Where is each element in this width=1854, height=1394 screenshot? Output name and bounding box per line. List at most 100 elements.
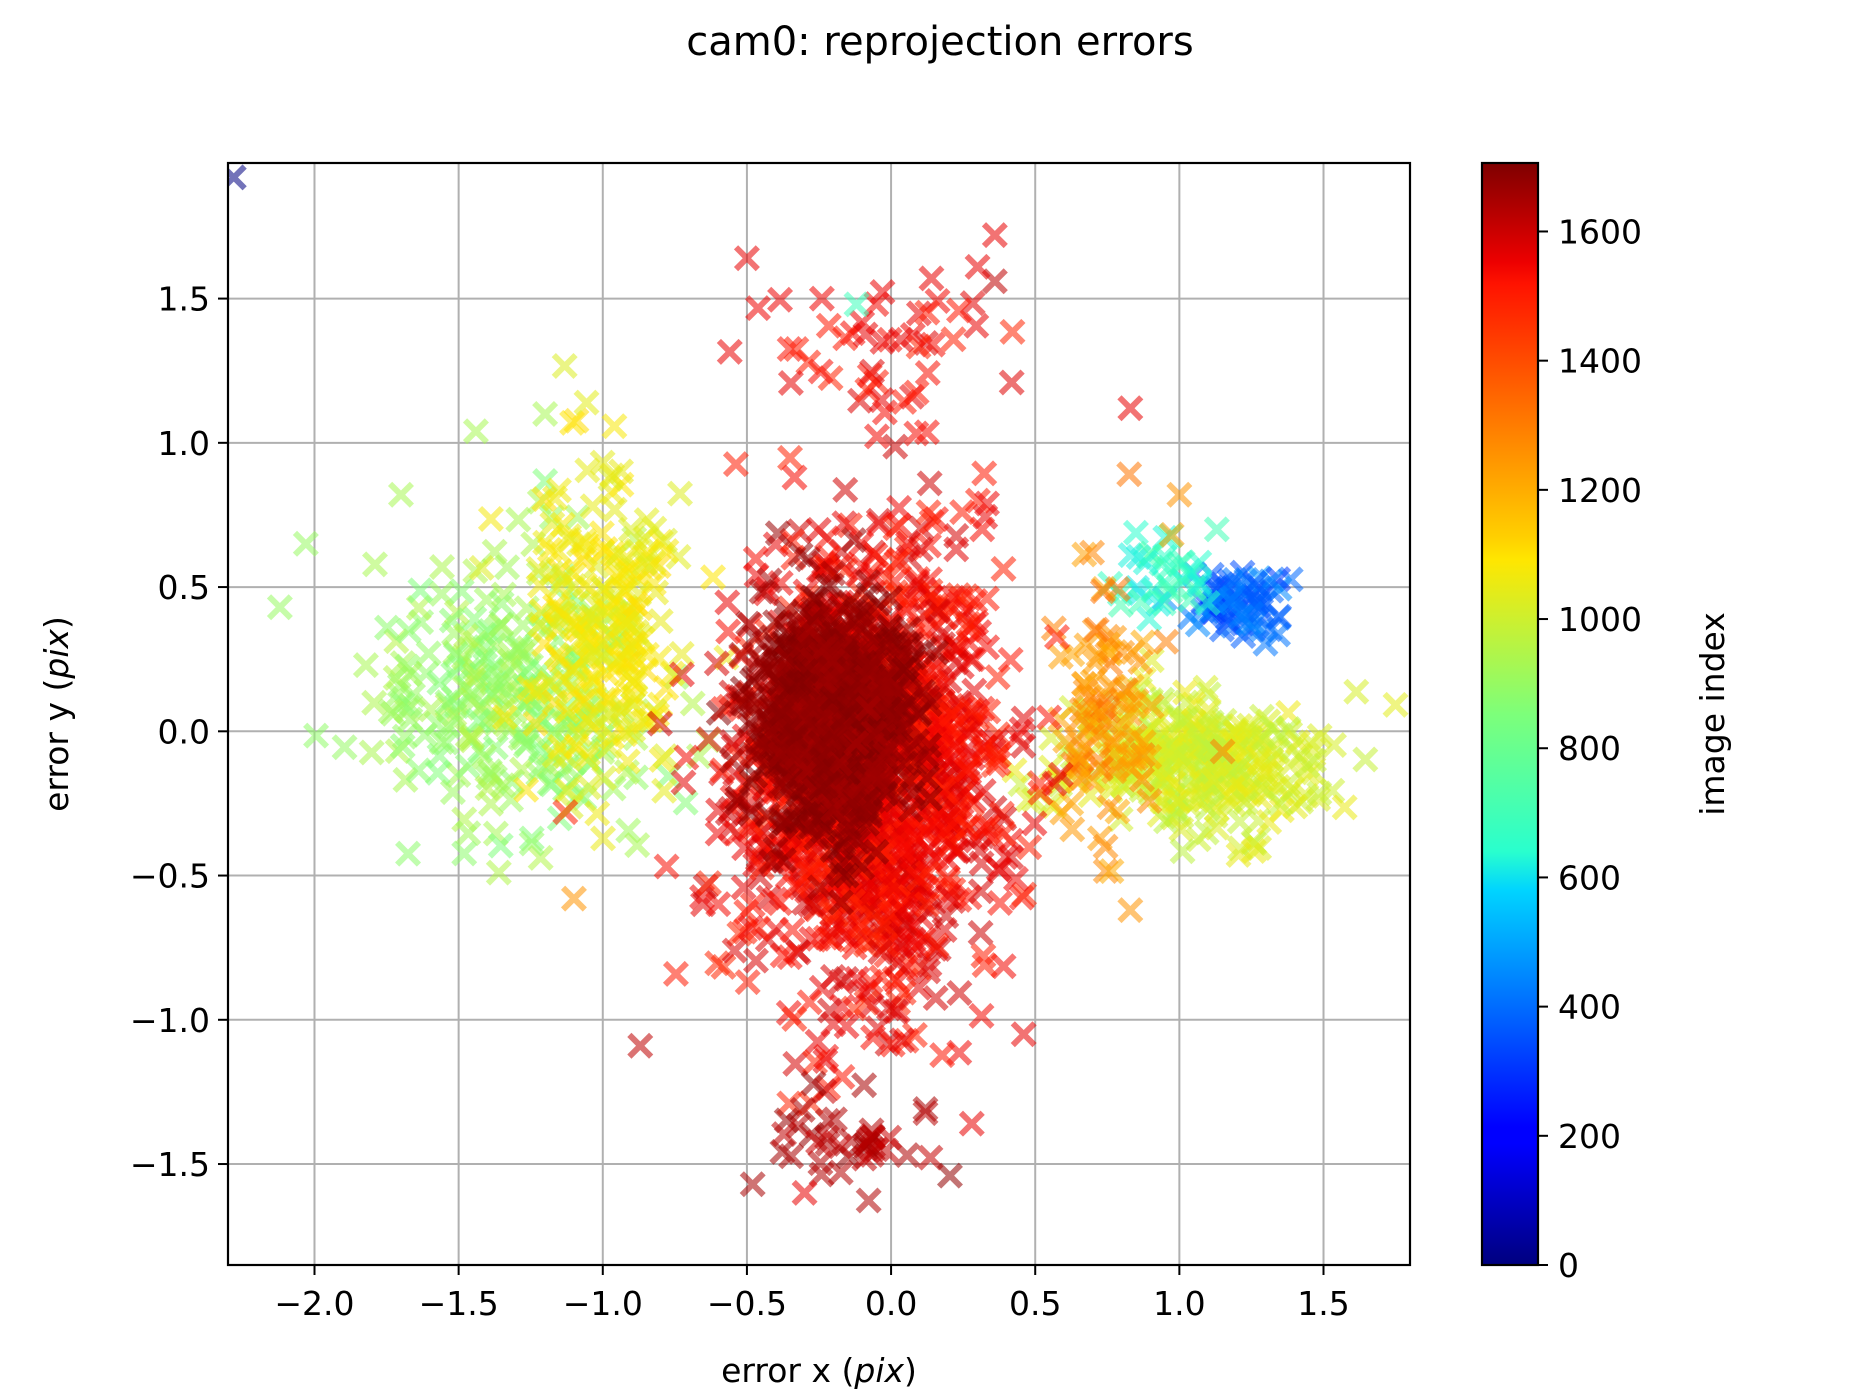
scatter-point xyxy=(827,595,854,622)
colorbar-ticks: 0 200 400 600 800 1000 1200 1400 1600 xyxy=(1538,212,1642,1285)
scatter-point xyxy=(791,1179,818,1206)
scatter-point xyxy=(590,825,617,852)
scatter-point xyxy=(487,612,514,639)
scatter-point xyxy=(876,1124,903,1151)
x-tick-label: −0.5 xyxy=(707,1284,787,1323)
scatter-point xyxy=(1209,738,1236,765)
scatter-point xyxy=(1081,649,1108,676)
scatter-point xyxy=(743,742,770,769)
scatter-point xyxy=(776,335,803,362)
scatter-point xyxy=(1058,790,1085,817)
scatter-point xyxy=(536,536,563,563)
scatter-point xyxy=(964,253,991,280)
scatter-point xyxy=(575,774,602,801)
scatter-point xyxy=(1203,516,1230,543)
scatter-point xyxy=(617,516,644,543)
scatter-point xyxy=(728,641,755,668)
scatter-point xyxy=(472,645,499,672)
scatter-point xyxy=(591,765,618,792)
scatter-point xyxy=(945,297,972,324)
scatter-point xyxy=(773,807,800,834)
scatter-point xyxy=(1246,834,1273,861)
scatter-point xyxy=(946,980,973,1007)
scatter-point xyxy=(610,694,637,721)
scatter-point xyxy=(794,546,821,573)
scatter-point xyxy=(580,666,607,693)
scatter-point xyxy=(564,504,591,531)
scatter-point xyxy=(700,564,727,591)
scatter-point xyxy=(1266,722,1293,749)
scatter-point xyxy=(990,821,1017,848)
scatter-point xyxy=(389,733,416,760)
scatter-point xyxy=(754,801,781,828)
scatter-point xyxy=(546,646,573,673)
scatter-point xyxy=(1168,816,1195,843)
scatter-point xyxy=(942,837,969,864)
scatter-point xyxy=(781,464,808,491)
scatter-point xyxy=(974,634,1001,661)
y-tick-label: −1.0 xyxy=(130,1001,210,1040)
scatter-point xyxy=(1306,722,1333,749)
scatter-point xyxy=(733,245,760,272)
scatter-point xyxy=(863,423,890,450)
scatter-point xyxy=(1192,674,1219,701)
scatter-point xyxy=(820,796,847,823)
scatter-point xyxy=(428,729,455,756)
scatter-point xyxy=(1014,786,1041,813)
scatter-point xyxy=(869,328,896,355)
scatter-point xyxy=(889,837,916,864)
x-axis-label: error x (pix) xyxy=(721,1351,917,1390)
scatter-point xyxy=(789,1096,816,1123)
scatter-point xyxy=(633,641,660,668)
scatter-point xyxy=(1073,632,1100,659)
scatter-point xyxy=(816,997,843,1024)
x-tick-label: −1.5 xyxy=(419,1284,499,1323)
scatter-point xyxy=(997,646,1024,673)
scatter-point xyxy=(1127,648,1154,675)
scatter-point xyxy=(877,585,904,612)
y-tick-label: 1.0 xyxy=(158,424,210,463)
scatter-point xyxy=(1180,707,1207,734)
scatter-point xyxy=(805,516,832,543)
scatter-point xyxy=(704,820,731,847)
scatter-point xyxy=(505,506,532,533)
scatter-point xyxy=(990,953,1017,980)
scatter-point xyxy=(1044,624,1071,651)
scatter-point xyxy=(1121,723,1148,750)
x-tick-label: 1.0 xyxy=(1153,1284,1205,1323)
scatter-point xyxy=(855,1126,882,1153)
scatter-point xyxy=(856,362,883,389)
scatter-point xyxy=(468,554,495,581)
scatter-point xyxy=(407,577,434,604)
scatter-point xyxy=(1158,521,1185,548)
scatter-point xyxy=(1267,790,1294,817)
scatter-point xyxy=(943,649,970,676)
scatter-point xyxy=(827,889,854,916)
scatter-point xyxy=(490,772,517,799)
scatter-point xyxy=(867,939,894,966)
scatter-point xyxy=(662,960,689,987)
scatter-point xyxy=(1064,768,1091,795)
scatter-point xyxy=(876,613,903,640)
scatter-point xyxy=(352,652,379,679)
scatter-point xyxy=(653,538,680,565)
scatter-point xyxy=(653,853,680,880)
scatter-point xyxy=(1059,816,1086,843)
scatter-point xyxy=(542,593,569,620)
scatter-point xyxy=(914,299,941,326)
scatter-point xyxy=(819,918,846,945)
scatter-point xyxy=(985,855,1012,882)
scatter-point xyxy=(377,698,404,725)
scatter-point xyxy=(852,931,879,958)
scatter-point xyxy=(756,567,783,594)
scatter-point xyxy=(471,743,498,770)
scatter-point xyxy=(923,932,950,959)
scatter-point xyxy=(1138,693,1165,720)
colorbar-tick-label: 0 xyxy=(1558,1246,1579,1285)
scatter-point xyxy=(599,724,626,751)
scatter-point xyxy=(718,747,745,774)
x-tick-label: −2.0 xyxy=(274,1284,354,1323)
scatter-point xyxy=(613,662,640,689)
scatter-point xyxy=(452,622,479,649)
